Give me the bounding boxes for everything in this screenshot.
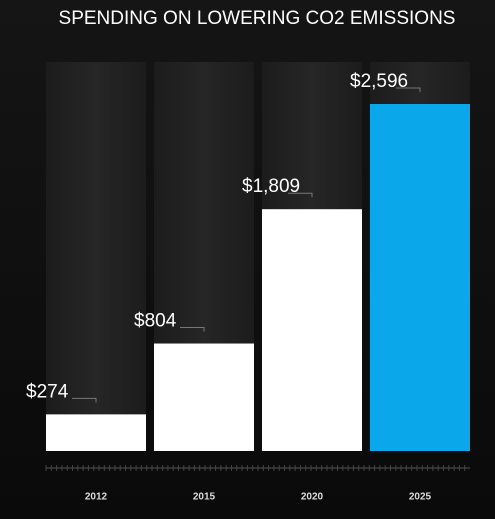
bar <box>370 104 470 451</box>
bar <box>154 343 254 451</box>
x-tick-label: 2025 <box>409 492 432 503</box>
value-label: $804 <box>134 311 177 332</box>
axis-ruler <box>45 465 470 471</box>
leader-line <box>288 192 313 198</box>
value-label: $274 <box>26 381 69 402</box>
leader-line <box>180 327 205 332</box>
bar <box>262 209 362 451</box>
x-tick-label: 2012 <box>85 492 108 503</box>
leader-line <box>396 87 421 92</box>
column-background <box>46 62 146 451</box>
leader-line <box>72 397 97 403</box>
value-label: $2,596 <box>350 71 408 92</box>
bar <box>46 414 146 451</box>
value-label: $1,809 <box>242 176 300 197</box>
x-tick-label: 2020 <box>301 492 324 503</box>
x-tick-label: 2015 <box>193 492 216 503</box>
chart-title: SPENDING ON LOWERING CO2 EMISSIONS <box>59 8 456 29</box>
